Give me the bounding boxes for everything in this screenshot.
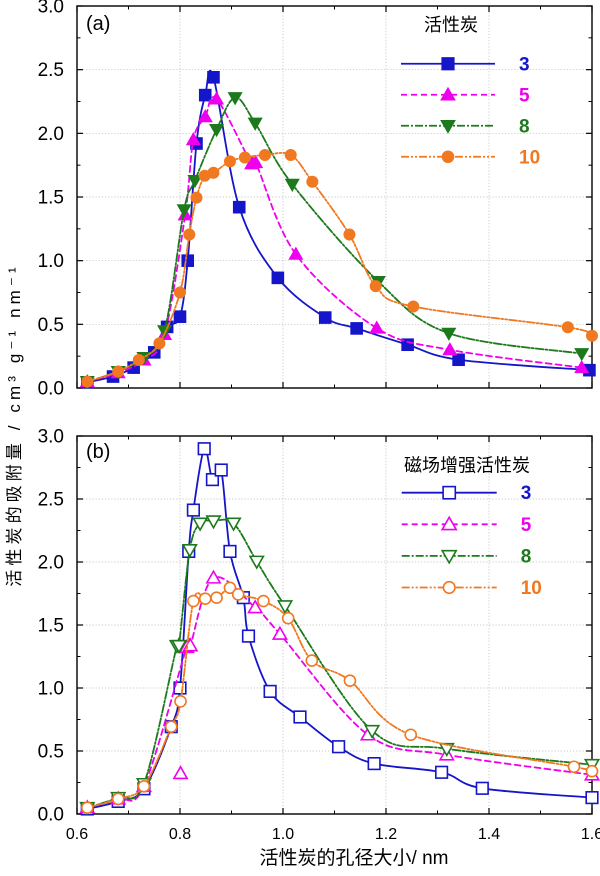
svg-text:活性炭: 活性炭 <box>424 15 478 35</box>
svg-text:2.0: 2.0 <box>38 553 64 574</box>
svg-text:3.0: 3.0 <box>38 427 64 448</box>
svg-text:0.5: 0.5 <box>38 742 64 763</box>
svg-text:0.8: 0.8 <box>169 826 191 843</box>
svg-text:1.0: 1.0 <box>38 679 64 700</box>
svg-text:3.0: 3.0 <box>38 0 64 18</box>
svg-text:3: 3 <box>521 483 532 504</box>
svg-text:8: 8 <box>519 116 530 137</box>
svg-text:10: 10 <box>519 147 540 168</box>
svg-text:2.0: 2.0 <box>38 124 64 145</box>
svg-text:1.2: 1.2 <box>375 826 397 843</box>
svg-text:0.6: 0.6 <box>66 826 88 843</box>
svg-text:(b): (b) <box>86 441 110 463</box>
svg-text:1.5: 1.5 <box>38 616 64 637</box>
svg-text:2.5: 2.5 <box>38 60 64 81</box>
svg-text:0.5: 0.5 <box>38 315 64 336</box>
svg-text:2.5: 2.5 <box>38 490 64 511</box>
svg-text:0.0: 0.0 <box>38 805 64 826</box>
svg-text:磁场增强活性炭: 磁场增强活性炭 <box>404 456 530 476</box>
svg-text:1.6: 1.6 <box>581 826 600 843</box>
svg-text:0.0: 0.0 <box>38 379 64 400</box>
svg-text:3: 3 <box>519 54 530 75</box>
svg-text:5: 5 <box>519 85 530 106</box>
svg-text:(a): (a) <box>86 13 110 35</box>
svg-text:8: 8 <box>521 546 532 567</box>
svg-text:10: 10 <box>521 578 542 599</box>
svg-text:5: 5 <box>521 515 532 536</box>
svg-text:1.0: 1.0 <box>272 826 294 843</box>
svg-text:1.0: 1.0 <box>38 251 64 272</box>
svg-text:活性炭的吸附量 / cm³ g⁻¹ nm⁻¹: 活性炭的吸附量 / cm³ g⁻¹ nm⁻¹ <box>5 263 24 586</box>
svg-text:活性炭的孔径大小/ nm: 活性炭的孔径大小/ nm <box>260 847 449 869</box>
svg-text:1.5: 1.5 <box>38 188 64 209</box>
svg-text:1.4: 1.4 <box>478 826 500 843</box>
